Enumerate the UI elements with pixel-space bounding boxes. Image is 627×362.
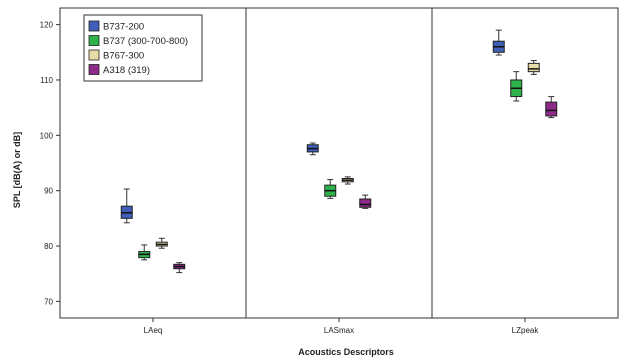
box-body bbox=[545, 101, 558, 117]
box-b767-300-laeq bbox=[155, 237, 168, 249]
legend-label: B737-200 bbox=[103, 22, 144, 33]
x-axis-label: Acoustics Descriptors bbox=[298, 347, 394, 357]
box-b737-300-700-800--laeq bbox=[138, 244, 151, 261]
box-b737-300-700-800--lasmax bbox=[324, 179, 337, 199]
x-tick-label: LASmax bbox=[324, 326, 354, 335]
box-body bbox=[359, 198, 372, 208]
box-a318-319--laeq bbox=[173, 262, 186, 274]
legend-box bbox=[83, 14, 203, 82]
y-axis: 70 80 90 100 110 120 bbox=[40, 21, 60, 306]
y-tick-label: 120 bbox=[40, 21, 54, 30]
y-tick-label: 80 bbox=[44, 242, 53, 251]
box-b737-200-laeq bbox=[120, 188, 133, 224]
box-a318-319--lasmax bbox=[359, 194, 372, 209]
legend: B737-200 B737 (300-700-800) B767-300 A318 (… bbox=[83, 14, 203, 82]
legend-swatch bbox=[88, 20, 100, 32]
legend-swatch bbox=[88, 49, 100, 61]
y-tick-label: 90 bbox=[44, 187, 53, 196]
box-b767-300-lzpeak bbox=[527, 60, 540, 75]
x-axis: LAeq LASmax LZpeak bbox=[144, 318, 540, 335]
y-tick-label: 70 bbox=[44, 297, 53, 306]
box-b737-200-lasmax bbox=[306, 142, 319, 156]
legend-swatch bbox=[88, 35, 100, 46]
box-b767-300-lasmax bbox=[341, 176, 354, 185]
box-body bbox=[527, 62, 540, 73]
x-tick-label: LAeq bbox=[144, 326, 163, 335]
box-b737-200-lzpeak bbox=[492, 29, 505, 56]
x-tick-label: LZpeak bbox=[512, 326, 540, 335]
legend-swatch bbox=[88, 64, 100, 75]
box-series-group bbox=[120, 29, 558, 274]
legend-label: B737 (300-700-800) bbox=[103, 36, 188, 47]
y-tick-label: 100 bbox=[40, 131, 54, 140]
y-axis-label: SPL [dB(A) or dB] bbox=[12, 132, 22, 208]
y-tick-label: 110 bbox=[40, 76, 53, 85]
legend-label: B767-300 bbox=[103, 51, 144, 62]
legend-label: A318 (319) bbox=[103, 65, 150, 76]
box-a318-319--lzpeak bbox=[545, 96, 558, 119]
box-b737-300-700-800--lzpeak bbox=[510, 71, 523, 102]
